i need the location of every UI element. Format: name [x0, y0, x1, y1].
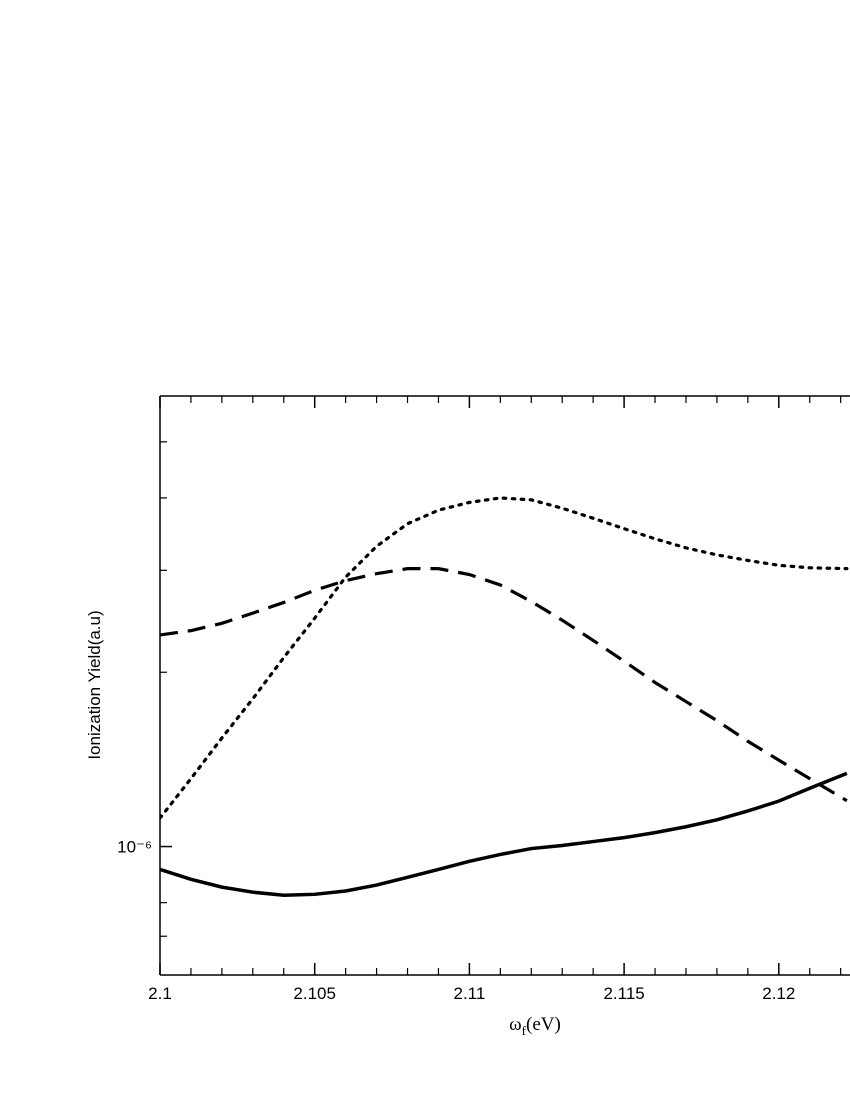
series-line [160, 771, 848, 897]
x-tick-label: 2.12 [762, 984, 795, 1003]
series-line [160, 567, 848, 803]
plot-area [160, 496, 849, 897]
series-line [160, 496, 849, 820]
x-tick-label: 2.105 [293, 984, 336, 1003]
x-axis-label: ωf(eV) [509, 1014, 561, 1038]
plot-frame [159, 395, 850, 976]
x-tick-label: 2.1 [148, 984, 172, 1003]
x-label-unit: (eV) [526, 1014, 561, 1035]
x-label-symbol: ω [509, 1014, 522, 1035]
y-tick-label: 10⁻⁶ [117, 838, 152, 857]
x-tick-label: 2.115 [603, 984, 644, 1003]
y-axis-label: Ionization Yield(a.u) [85, 610, 104, 759]
x-tick-label: 2.11 [453, 984, 485, 1003]
x-label-subscript: f [522, 1023, 527, 1038]
